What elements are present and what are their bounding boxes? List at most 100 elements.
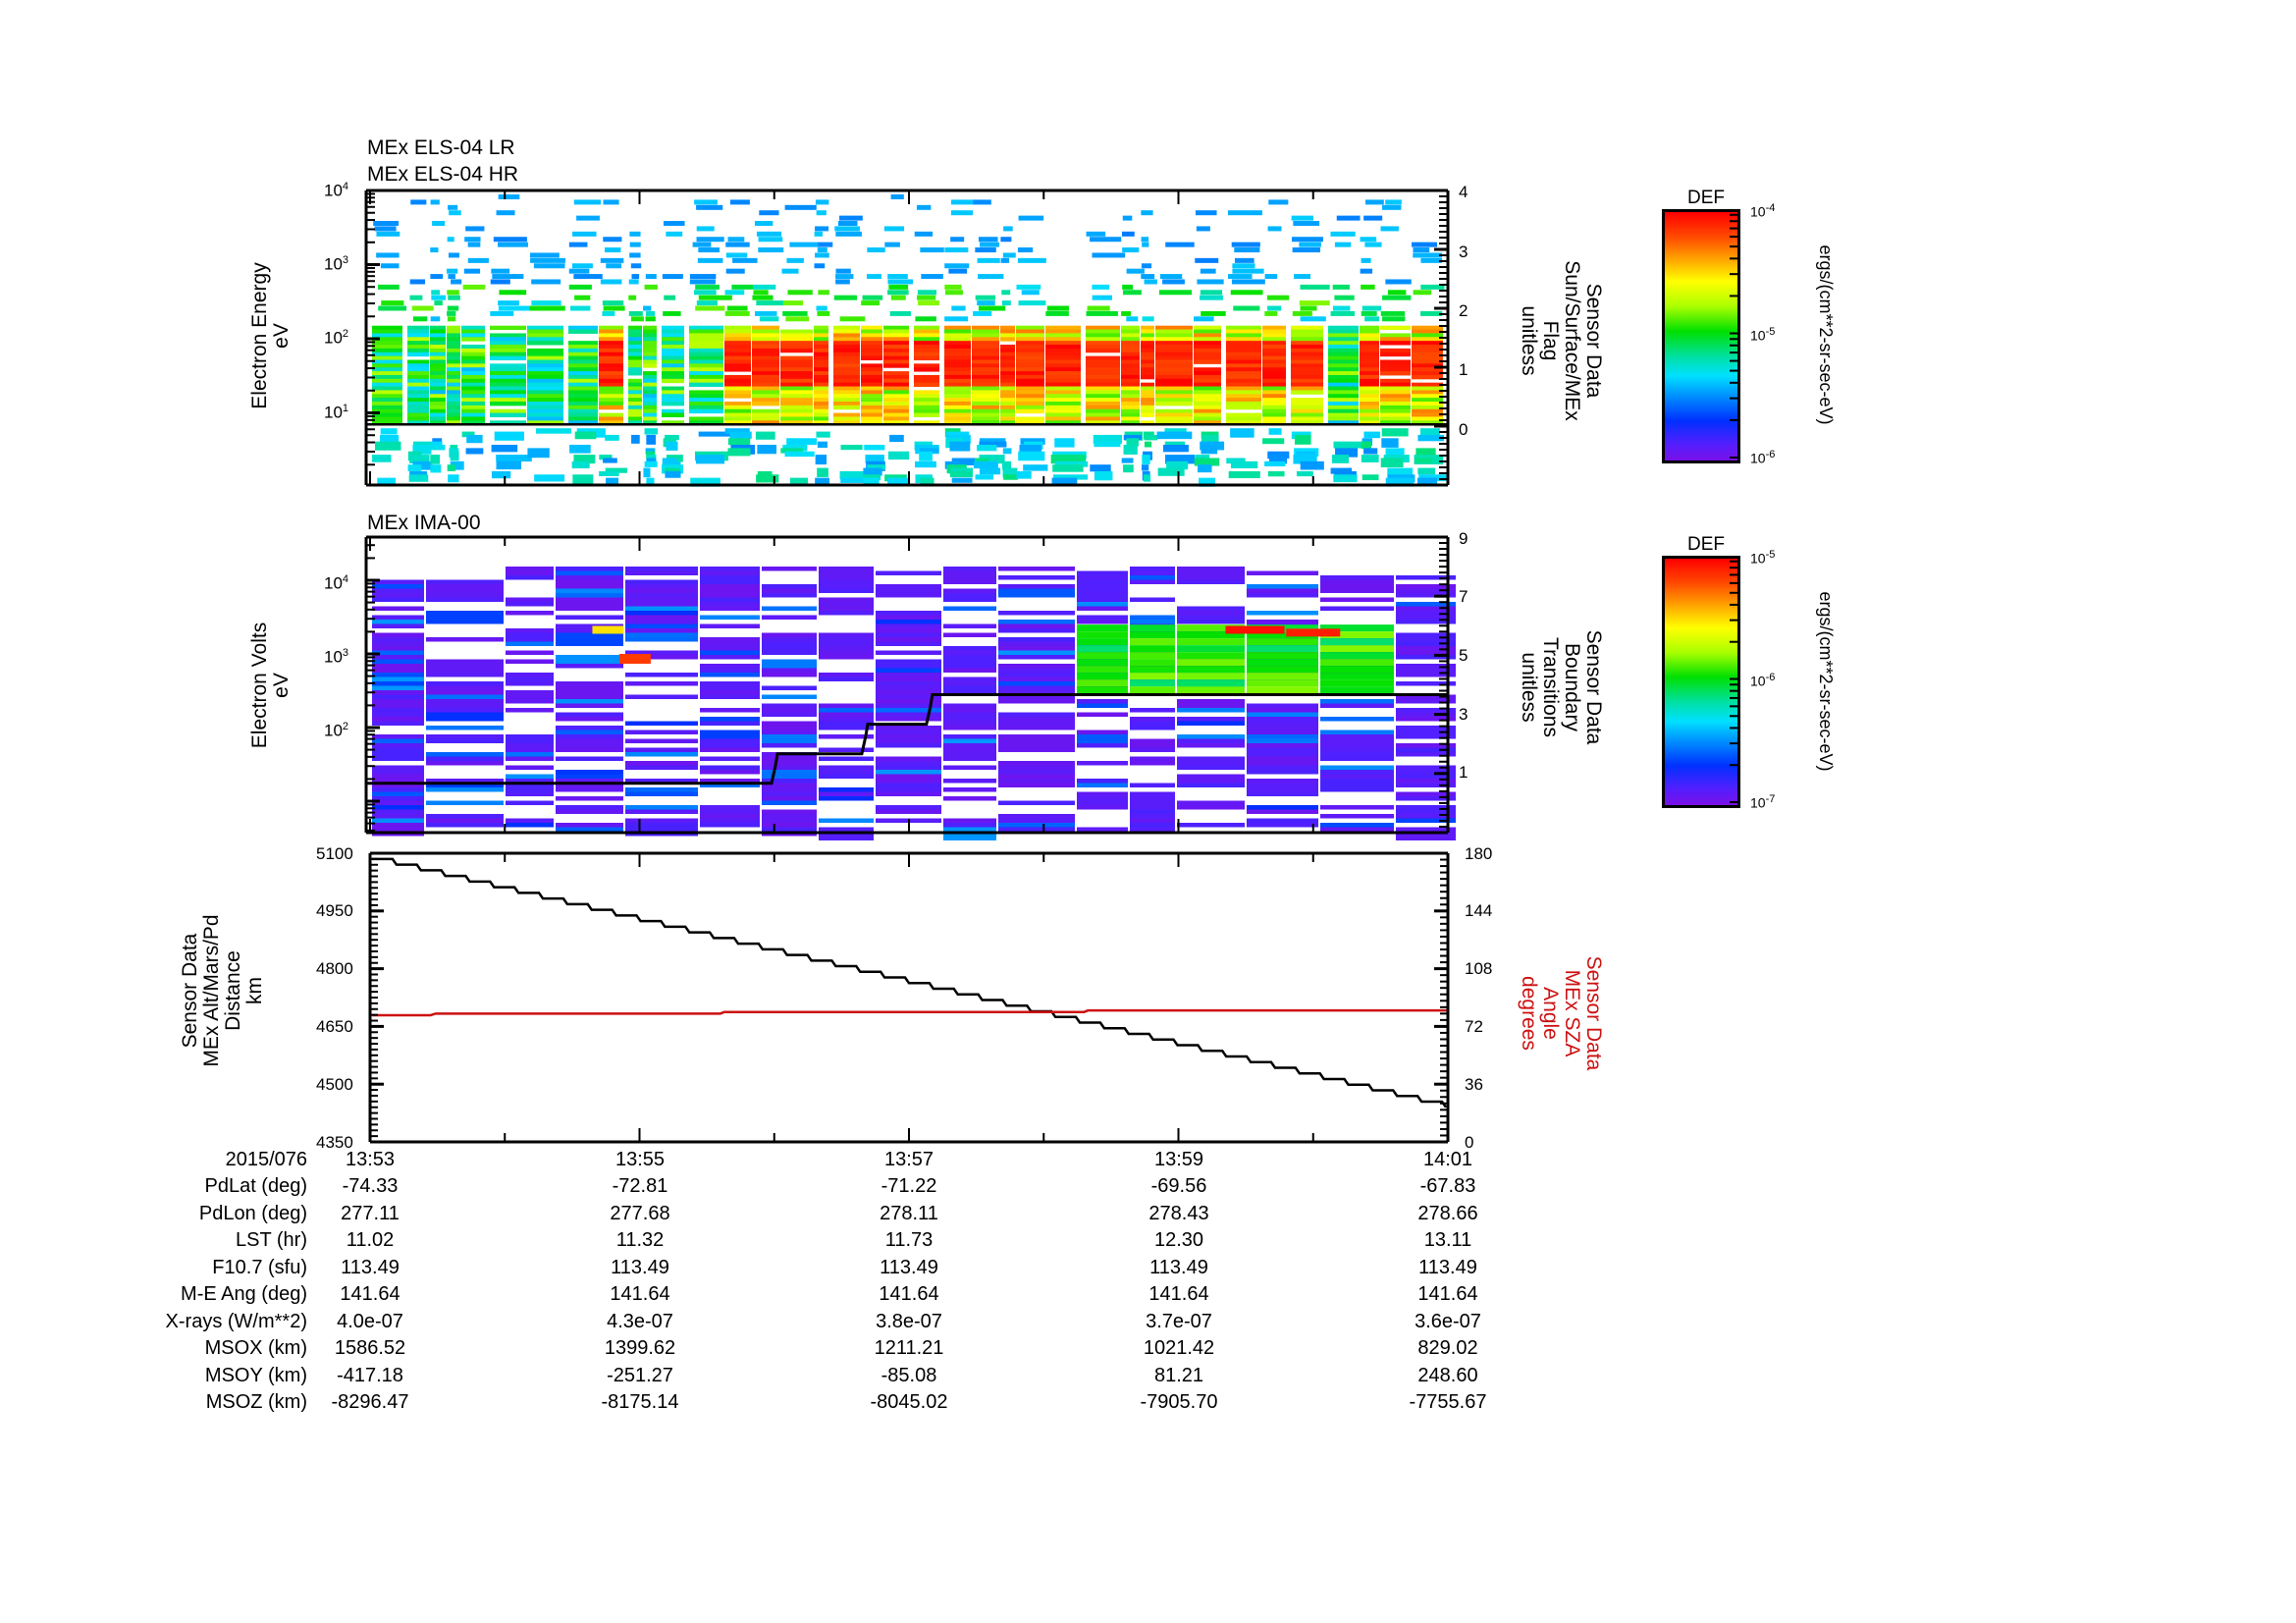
cb2-tick-1e-5: 10-5 (1750, 549, 1776, 567)
ephemeris-value: -7905.70 (1140, 1391, 1218, 1413)
panel1-right-axis-label: Sensor Data Sun/Surface/MEx Flag unitles… (1518, 233, 1605, 449)
axis-label-line: Electron Volts (248, 622, 271, 749)
p1-rtick-3: 3 (1459, 243, 1468, 261)
colorbar1-unit-label: ergs/(cm**2-sr-sec-eV) (1816, 244, 1836, 425)
panel1-left-axis-label: Electron Energy eV (248, 228, 293, 444)
time-tick: 13:57 (883, 1149, 934, 1170)
p3-ytick-4350: 4350 (316, 1133, 353, 1152)
p3-ytick-4800: 4800 (316, 959, 353, 978)
p1-ytick-1e3: 103 (324, 254, 349, 274)
ephemeris-value: 141.64 (1148, 1283, 1209, 1305)
p3-rtick-36: 36 (1465, 1075, 1483, 1094)
p2-rtick-3: 3 (1459, 705, 1468, 724)
colorbar2 (1662, 556, 1740, 808)
ephemeris-value: 11.32 (615, 1229, 665, 1251)
ephemeris-value: 1586.52 (334, 1337, 406, 1359)
cb2-tick-1e-7: 10-7 (1750, 793, 1776, 811)
colorbar2-ticks (1730, 560, 1737, 803)
ephemeris-value: 3.7e-07 (1146, 1310, 1212, 1332)
ephemeris-value: 277.68 (610, 1202, 670, 1224)
ephemeris-value: -71.22 (881, 1175, 937, 1197)
ephemeris-value: 248.60 (1417, 1364, 1478, 1386)
ephemeris-value: 113.49 (611, 1256, 669, 1278)
p2-rtick-1: 1 (1459, 763, 1468, 782)
ephemeris-row-label: LST (hr) (236, 1229, 307, 1251)
ephemeris-value: 277.11 (341, 1202, 400, 1224)
cb1-tick-1e-6: 10-6 (1750, 449, 1776, 466)
axis-label-line: Boundary (1561, 643, 1583, 731)
ephemeris-value: 113.49 (880, 1256, 938, 1278)
ephemeris-value: 1211.21 (874, 1337, 944, 1359)
p2-ytick-1e3: 103 (324, 647, 349, 667)
ephemeris-value: 141.64 (340, 1283, 400, 1305)
axis-label-line: Sensor Data (1582, 283, 1605, 399)
ephemeris-value: -8175.14 (601, 1391, 679, 1413)
p1-ytick-1e2: 102 (324, 328, 349, 348)
axis-label-line: Angle (1539, 987, 1562, 1040)
colorbar1-title: DEF (1687, 188, 1725, 208)
orbit-line-plot (368, 851, 1450, 1144)
ephemeris-row-label: X-rays (W/m**2) (165, 1310, 307, 1332)
ephemeris-value: 113.49 (341, 1256, 400, 1278)
p3-ytick-4950: 4950 (316, 901, 353, 920)
ephemeris-value: 13.11 (1423, 1229, 1472, 1251)
ephemeris-value: 3.6e-07 (1415, 1310, 1481, 1332)
axis-label-line: Sensor Data (1582, 955, 1605, 1071)
panel3-right-axis-label: Sensor Data MEx SZA Angle degrees (1518, 905, 1605, 1121)
axis-label-line: eV (270, 323, 293, 349)
panel2-title: MEx IMA-00 (367, 512, 481, 534)
p2-ytick-1e2: 102 (324, 721, 349, 740)
axis-label-line: Transitions (1539, 637, 1562, 737)
ephemeris-value: 1399.62 (604, 1337, 676, 1359)
ephemeris-value: -72.81 (612, 1175, 668, 1197)
ephemeris-value: 11.73 (884, 1229, 934, 1251)
ephemeris-value: 4.0e-07 (337, 1310, 403, 1332)
els-spectrogram (364, 189, 1450, 487)
ephemeris-value: -74.33 (342, 1175, 399, 1197)
cb2-tick-1e-6: 10-6 (1750, 672, 1776, 689)
axis-label-line: Sun/Surface/MEx (1561, 260, 1583, 421)
time-tick: 13:55 (614, 1149, 666, 1170)
ephemeris-value: 141.64 (610, 1283, 670, 1305)
p2-ytick-1e4: 104 (324, 573, 349, 593)
panel1-title-hr: MEx ELS-04 HR (367, 163, 519, 186)
ephemeris-value: -8045.02 (870, 1391, 948, 1413)
p3-rtick-108: 108 (1465, 959, 1493, 978)
p1-ytick-1e4: 104 (324, 181, 349, 200)
ephemeris-value: 278.11 (880, 1202, 938, 1224)
colorbar1-ticks (1730, 213, 1737, 459)
p3-ytick-4650: 4650 (316, 1017, 353, 1036)
colorbar1 (1662, 209, 1740, 463)
axis-label-line: Sensor Data (179, 933, 201, 1049)
axis-label-line: MEx Alt/Mars/Pd (200, 914, 223, 1067)
axis-label-line: Electron Energy (248, 262, 271, 409)
p3-rtick-0: 0 (1465, 1133, 1474, 1152)
ephemeris-value: 278.66 (1417, 1202, 1478, 1224)
p3-rtick-72: 72 (1465, 1017, 1483, 1036)
ephemeris-row-label: F10.7 (sfu) (212, 1256, 307, 1278)
p2-rtick-7: 7 (1459, 587, 1468, 606)
time-tick: 14:01 (1422, 1149, 1473, 1170)
ima-spectrogram (364, 535, 1456, 840)
p3-ytick-5100: 5100 (316, 844, 353, 863)
p3-rtick-180: 180 (1465, 844, 1493, 863)
ephemeris-value: 1021.42 (1143, 1337, 1215, 1359)
ephemeris-value: 4.3e-07 (607, 1310, 673, 1332)
axis-label-line: Sensor Data (1582, 629, 1605, 745)
ephemeris-value: -8296.47 (331, 1391, 409, 1413)
panel3-left-axis-label: Sensor Data MEx Alt/Mars/Pd Distance km (179, 873, 266, 1109)
p2-rtick-5: 5 (1459, 646, 1468, 665)
time-tick: 13:59 (1153, 1149, 1204, 1170)
ephemeris-value: 12.30 (1153, 1229, 1204, 1251)
ephemeris-row-label: M-E Ang (deg) (181, 1283, 307, 1305)
panel1-title-lr: MEx ELS-04 LR (367, 136, 515, 159)
ephemeris-value: 11.02 (346, 1229, 395, 1251)
axis-label-line: eV (270, 673, 293, 698)
ephemeris-value: -67.83 (1419, 1175, 1476, 1197)
colorbar2-unit-label: ergs/(cm**2-sr-sec-eV) (1816, 591, 1836, 772)
ephemeris-row-label: MSOX (km) (204, 1337, 307, 1359)
ephemeris-value: 278.43 (1148, 1202, 1209, 1224)
ephemeris-value: -85.08 (881, 1364, 937, 1386)
date-label: 2015/076 (225, 1149, 307, 1170)
ephemeris-value: 3.8e-07 (876, 1310, 942, 1332)
